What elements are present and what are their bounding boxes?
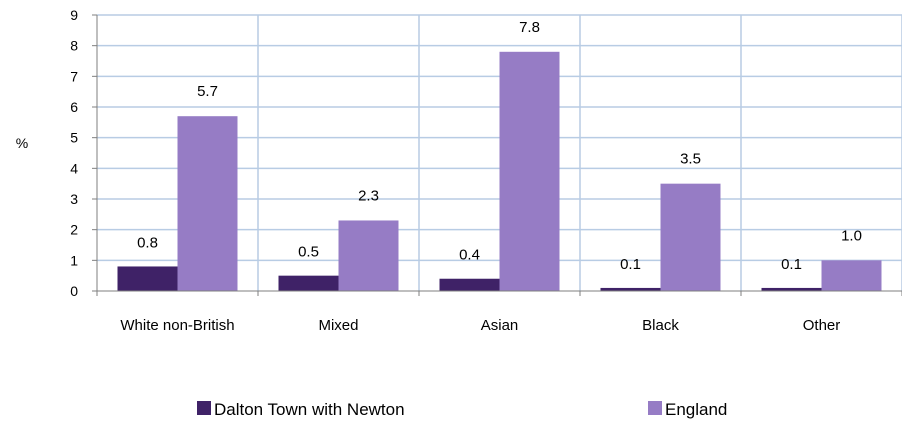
x-tick-label: Other	[803, 317, 841, 334]
bar-local	[278, 275, 339, 291]
y-tick-label: 4	[70, 160, 78, 176]
legend-entry: Dalton Town with Newton	[214, 400, 405, 419]
legend: Dalton Town with Newton England	[197, 400, 727, 419]
bar-england	[499, 51, 560, 291]
y-tick-label: 5	[70, 130, 78, 146]
y-tick-label: 6	[70, 99, 78, 115]
data-label: 0.5	[298, 244, 319, 261]
bar-local	[117, 266, 178, 291]
data-label: 1.0	[841, 227, 862, 244]
bar-england	[338, 220, 399, 291]
y-tick-label: 0	[70, 283, 78, 299]
y-axis-label: %	[16, 135, 28, 151]
legend-swatch	[648, 401, 662, 415]
data-label: 0.1	[781, 256, 802, 273]
x-tick-label: Asian	[481, 317, 519, 334]
bar-england	[821, 260, 882, 291]
y-tick-label: 7	[70, 68, 78, 84]
axes	[92, 14, 902, 296]
data-label: 7.8	[519, 19, 540, 36]
bars	[117, 51, 882, 291]
y-tick-label: 3	[70, 191, 78, 207]
data-label: 5.7	[197, 83, 218, 100]
data-label: 0.4	[459, 247, 480, 264]
labels: 0 1 2 3 4 5 6 7 8 9 0.8 5.7 White non-British 0.5 2.3 M…	[70, 7, 862, 334]
bar-local	[761, 287, 822, 291]
y-tick-label: 1	[70, 252, 78, 268]
legend-entry: England	[665, 400, 727, 419]
x-tick-label: Black	[642, 317, 679, 334]
y-tick-label: 2	[70, 222, 78, 238]
data-label: 2.3	[358, 187, 379, 204]
data-label: 0.8	[137, 234, 158, 251]
bar-local	[600, 287, 661, 291]
bar-local	[439, 278, 500, 291]
x-tick-label: Mixed	[318, 317, 358, 334]
bar-england	[177, 116, 238, 291]
y-tick-label: 8	[70, 38, 78, 54]
x-tick-label: White non-British	[120, 317, 234, 334]
bar-england	[660, 183, 721, 291]
data-label: 0.1	[620, 256, 641, 273]
data-label: 3.5	[680, 151, 701, 168]
legend-swatch	[197, 401, 211, 415]
y-tick-label: 9	[70, 7, 78, 23]
